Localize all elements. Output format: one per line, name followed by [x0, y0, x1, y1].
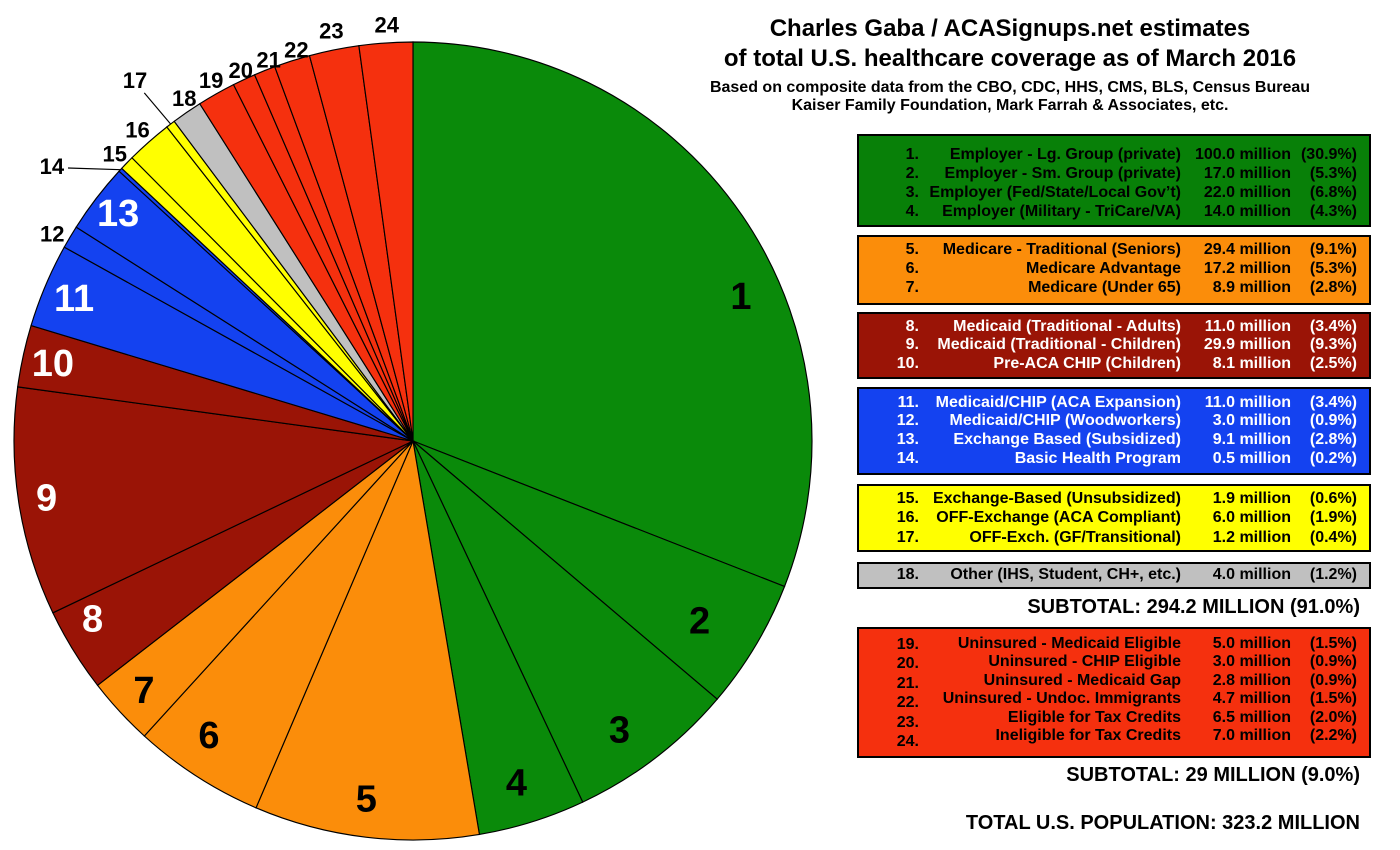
- svg-text:9: 9: [36, 478, 57, 520]
- svg-text:7: 7: [133, 670, 154, 712]
- svg-text:4: 4: [506, 763, 527, 805]
- svg-text:10: 10: [32, 343, 74, 385]
- svg-text:6: 6: [198, 715, 219, 757]
- svg-text:22: 22: [284, 38, 308, 63]
- svg-text:14: 14: [40, 154, 65, 179]
- svg-text:16: 16: [125, 117, 149, 142]
- svg-text:21: 21: [256, 48, 280, 73]
- svg-text:13: 13: [97, 193, 139, 235]
- svg-text:5: 5: [356, 779, 377, 821]
- svg-text:24: 24: [375, 12, 400, 37]
- svg-text:3: 3: [609, 710, 630, 752]
- svg-text:8: 8: [82, 599, 103, 641]
- svg-text:1: 1: [730, 276, 751, 318]
- svg-text:23: 23: [319, 19, 343, 44]
- svg-text:2: 2: [689, 600, 710, 642]
- svg-text:20: 20: [228, 58, 252, 83]
- svg-text:12: 12: [40, 222, 64, 247]
- svg-text:19: 19: [199, 68, 223, 93]
- svg-text:11: 11: [54, 278, 94, 320]
- svg-text:15: 15: [103, 142, 127, 167]
- svg-text:18: 18: [172, 86, 196, 111]
- svg-text:17: 17: [123, 68, 147, 93]
